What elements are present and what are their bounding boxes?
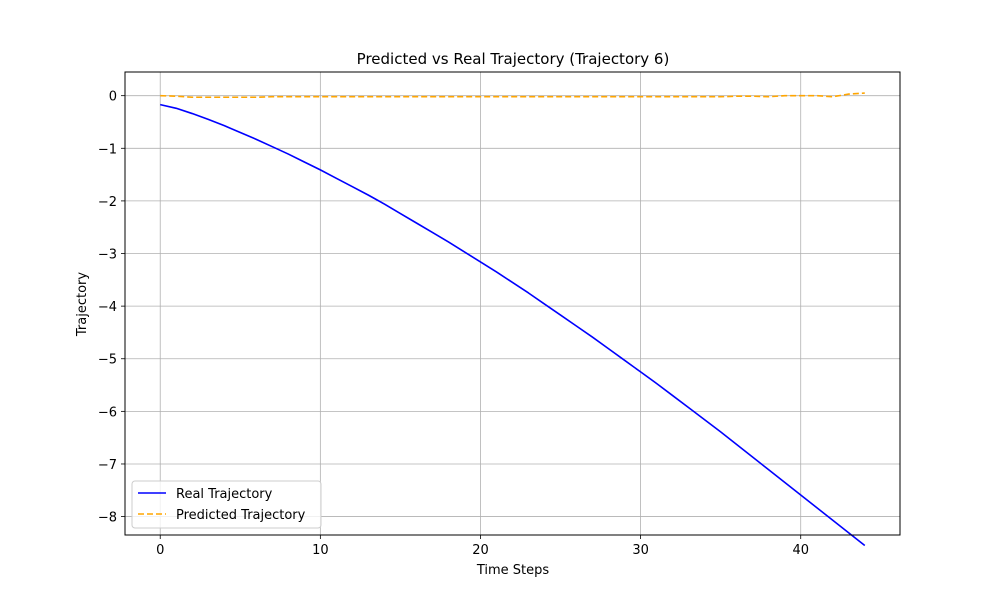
y-axis-label: Trajectory [75, 272, 90, 337]
x-tick-label: 0 [156, 543, 164, 558]
x-tick-label: 40 [792, 543, 809, 558]
legend-label-real: Real Trajectory [176, 487, 273, 502]
y-tick-label: 0 [109, 90, 117, 105]
y-tick-label: −2 [98, 195, 117, 210]
y-tick-label: −8 [98, 511, 117, 526]
legend-box [131, 480, 322, 529]
x-axis: 0 10 20 30 40 [156, 535, 809, 558]
predicted-trajectory-line [160, 92, 865, 99]
y-tick-label: −1 [98, 142, 117, 157]
y-tick-label: −3 [98, 248, 117, 263]
y-tick-label: −7 [98, 458, 117, 473]
real-trajectory-line [160, 103, 866, 547]
x-tick-label: 20 [472, 543, 489, 558]
y-tick-label: −5 [98, 353, 117, 368]
x-tick-label: 30 [632, 543, 649, 558]
legend-label-predicted: Predicted Trajectory [176, 508, 306, 523]
grid-lines [125, 72, 900, 535]
y-tick-label: −6 [98, 405, 117, 420]
x-axis-label: Time Steps [476, 563, 550, 578]
plot-frame [124, 71, 901, 536]
y-tick-label: −4 [98, 300, 117, 315]
legend: Real Trajectory Predicted Trajectory [131, 480, 322, 529]
chart-title: Predicted vs Real Trajectory (Trajectory… [357, 50, 670, 68]
x-tick-label: 10 [312, 543, 329, 558]
y-axis: 0 −1 −2 −3 −4 −5 −6 −7 −8 [98, 90, 125, 526]
series-layer [160, 92, 866, 547]
